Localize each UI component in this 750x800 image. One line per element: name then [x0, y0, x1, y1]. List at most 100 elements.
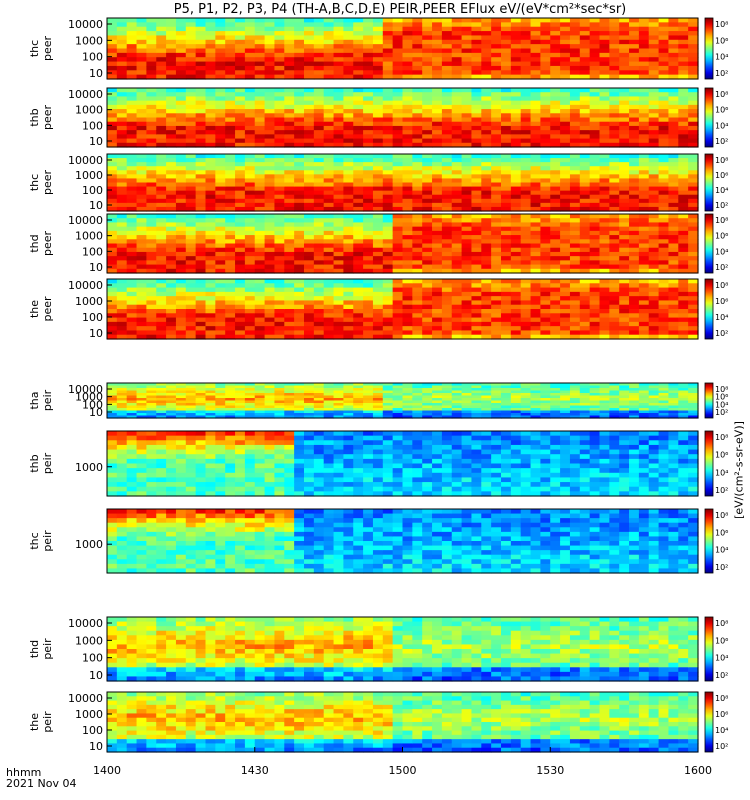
x-tick-label: 1430 [241, 764, 269, 777]
colorbar-tick-label: 10⁸ [715, 156, 728, 165]
panel-label: thb [28, 108, 41, 126]
y-tick-label: 100 [82, 311, 103, 324]
x-tick-label: 1600 [684, 764, 712, 777]
panel-label: peir [41, 530, 54, 552]
y-tick-label: 10 [89, 327, 103, 340]
panel-label: thb [28, 454, 41, 472]
panel-label: peir [41, 452, 54, 474]
colorbar-unit-text: [eV/(cm²-s-sr-eV)] [732, 421, 746, 519]
y-tick-label: 10000 [68, 383, 103, 396]
spectrogram-panel-9: 10 100 1000 10000 thd peir 10² 10⁴ 10⁶ 10⁸ [28, 616, 728, 682]
panel-label: peir [41, 389, 54, 411]
panel-label: thc [28, 40, 41, 57]
colorbar-tick-label: 10⁶ [715, 232, 728, 241]
panel-label: the [28, 713, 41, 731]
colorbar-tick-label: 10⁸ [715, 433, 728, 442]
colorbar-tick-label: 10⁴ [715, 186, 728, 195]
colorbar-tick-label: 10² [715, 408, 728, 417]
y-tick-label: 100 [82, 51, 103, 64]
panel-frame [106, 508, 699, 574]
y-tick-label: 1000 [75, 34, 103, 47]
colorbar-tick-label: 10⁸ [715, 281, 728, 290]
y-tick-label: 100 [82, 245, 103, 258]
colorbar-tick-label: 10² [715, 671, 728, 680]
colorbar [704, 153, 714, 212]
colorbar [704, 87, 714, 148]
y-tick-label: 10000 [68, 214, 103, 227]
colorbar-tick-label: 10⁴ [715, 468, 728, 477]
panel-frame [106, 430, 699, 497]
y-tick-label: 1000 [75, 104, 103, 117]
colorbar-tick-label: 10⁸ [715, 385, 728, 394]
panel-label: peir [41, 638, 54, 660]
y-tick-label: 100 [82, 724, 103, 737]
panel-label: thc [28, 174, 41, 191]
chart-title: P5, P1, P2, P3, P4 (TH-A,B,C,D,E) PEIR,P… [173, 2, 627, 17]
panel-frame [106, 278, 699, 340]
spectrogram-panel-8: 1000 thc peir 10² 10⁴ 10⁶ 10⁸ [28, 508, 728, 574]
panel-frame [106, 153, 699, 212]
y-tick-label: 10000 [68, 154, 103, 167]
y-tick-label: 100 [82, 652, 103, 665]
colorbar-tick-label: 10⁴ [715, 400, 728, 409]
y-tick-label: 1000 [75, 461, 103, 474]
y-tick-label: 10000 [68, 279, 103, 292]
colorbar-tick-label: 10⁶ [715, 297, 728, 306]
colorbar-tick-label: 10² [715, 563, 728, 572]
y-tick-label: 100 [82, 119, 103, 132]
colorbar-tick-label: 10⁴ [715, 726, 728, 735]
x-tick-label: 1500 [389, 764, 417, 777]
colorbar-tick-label: 10⁴ [715, 121, 728, 130]
colorbar-tick-label: 10² [715, 137, 728, 146]
spectrogram-panel-5: 10 100 1000 10000 the peer 10² 10⁴ 10⁶ 10⁸ [28, 278, 728, 340]
colorbar [704, 17, 714, 80]
panel-label: the [28, 300, 41, 318]
y-tick-label: 100 [82, 398, 103, 411]
colorbar-tick-label: 10⁸ [715, 511, 728, 520]
colorbar-tick-label: 10² [715, 329, 728, 338]
y-tick-label: 10000 [68, 617, 103, 630]
panel-label: thd [28, 640, 41, 658]
panel-label: peer [41, 105, 54, 131]
colorbar [704, 430, 714, 497]
spectrogram-panel-3: 10 100 1000 10000 thc peer 10² 10⁴ 10⁶ 10⁸ [28, 153, 728, 212]
colorbar [704, 616, 714, 682]
colorbar-tick-label: 10⁶ [715, 36, 728, 45]
spectrogram-panel-10: 10 100 1000 10000 the peir 10² 10⁴ 10⁶ 10⁸ [28, 691, 728, 753]
colorbar [704, 382, 714, 419]
colorbar-tick-label: 10⁸ [715, 20, 728, 29]
y-tick-label: 1000 [75, 538, 103, 551]
spectrogram-panel-1: 10 100 1000 10000 thc peer 10² 10⁴ 10⁶ 10⁸ [28, 17, 728, 80]
x-tick-label: 1400 [93, 764, 121, 777]
colorbar-tick-label: 10⁸ [715, 619, 728, 628]
colorbar-tick-label: 10⁴ [715, 546, 728, 555]
colorbar-tick-label: 10² [715, 263, 728, 272]
colorbar [704, 691, 714, 753]
colorbar-tick-label: 10² [715, 69, 728, 78]
colorbar-tick-label: 10⁸ [715, 694, 728, 703]
colorbar-tick-label: 10⁶ [715, 451, 728, 460]
spectrogram-panel-4: 10 100 1000 10000 thd peer 10² 10⁴ 10⁶ 10⁸ [28, 213, 728, 274]
y-tick-label: 10 [89, 406, 103, 419]
colorbar-tick-label: 10⁶ [715, 528, 728, 537]
colorbar [704, 278, 714, 340]
panel-label: tha [28, 391, 41, 409]
panel-frame [106, 382, 699, 419]
y-tick-label: 1000 [75, 169, 103, 182]
date-label: 2021 Nov 04 [6, 777, 77, 790]
panel-label: peer [41, 231, 54, 257]
colorbar-tick-label: 10⁴ [715, 247, 728, 256]
panel-frame [106, 87, 699, 148]
colorbar [704, 213, 714, 274]
y-tick-label: 10 [89, 261, 103, 274]
y-tick-label: 1000 [75, 708, 103, 721]
colorbar-tick-label: 10⁶ [715, 171, 728, 180]
colorbar-tick-label: 10⁶ [715, 393, 728, 402]
colorbar-tick-label: 10⁸ [715, 216, 728, 225]
y-tick-label: 10000 [68, 88, 103, 101]
panel-label: thd [28, 234, 41, 252]
y-tick-label: 1000 [75, 230, 103, 243]
colorbar-tick-label: 10⁶ [715, 106, 728, 115]
